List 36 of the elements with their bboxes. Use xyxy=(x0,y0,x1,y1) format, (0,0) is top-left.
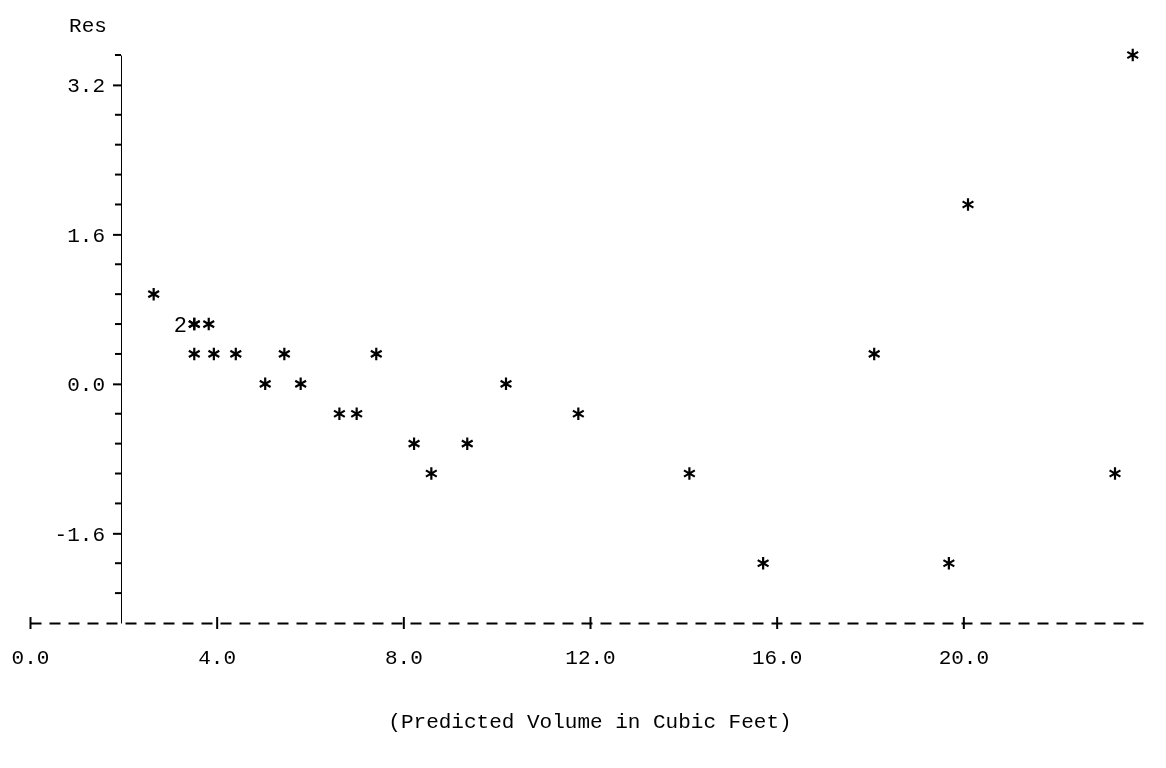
point xyxy=(424,466,438,481)
point xyxy=(942,555,956,571)
y-axis-title: Res xyxy=(69,15,107,38)
point xyxy=(1126,47,1140,63)
point xyxy=(350,406,364,422)
annotation: 2 xyxy=(173,314,187,340)
y-tick-label: 3.2 xyxy=(67,75,105,99)
point xyxy=(867,346,881,362)
x-tick-label: 0.0 xyxy=(11,646,50,670)
point xyxy=(407,436,421,451)
point xyxy=(499,376,513,392)
x-tick-label: 20.0 xyxy=(938,646,990,670)
y-tick-label: 1.6 xyxy=(67,224,105,248)
point xyxy=(961,197,975,212)
x-tick-label: 4.0 xyxy=(198,646,237,670)
point xyxy=(294,376,308,392)
point xyxy=(756,555,770,571)
x-axis-title: (Predicted Volume in Cubic Feet) xyxy=(388,711,792,734)
point xyxy=(187,346,201,362)
point xyxy=(147,286,161,302)
point xyxy=(1108,466,1122,481)
x-tick-label: 8.0 xyxy=(384,646,423,670)
point xyxy=(571,406,585,422)
point xyxy=(229,346,243,362)
y-tick-label: -1.6 xyxy=(54,523,105,547)
point xyxy=(369,346,383,362)
point xyxy=(277,346,291,362)
x-tick-label: 12.0 xyxy=(565,646,616,670)
point xyxy=(460,436,474,451)
point xyxy=(682,466,696,481)
point xyxy=(207,346,221,362)
point xyxy=(258,376,272,392)
y-tick-label: 0.0 xyxy=(67,374,105,398)
point xyxy=(332,406,346,422)
point xyxy=(202,316,216,332)
x-tick-label: 16.0 xyxy=(751,646,803,670)
